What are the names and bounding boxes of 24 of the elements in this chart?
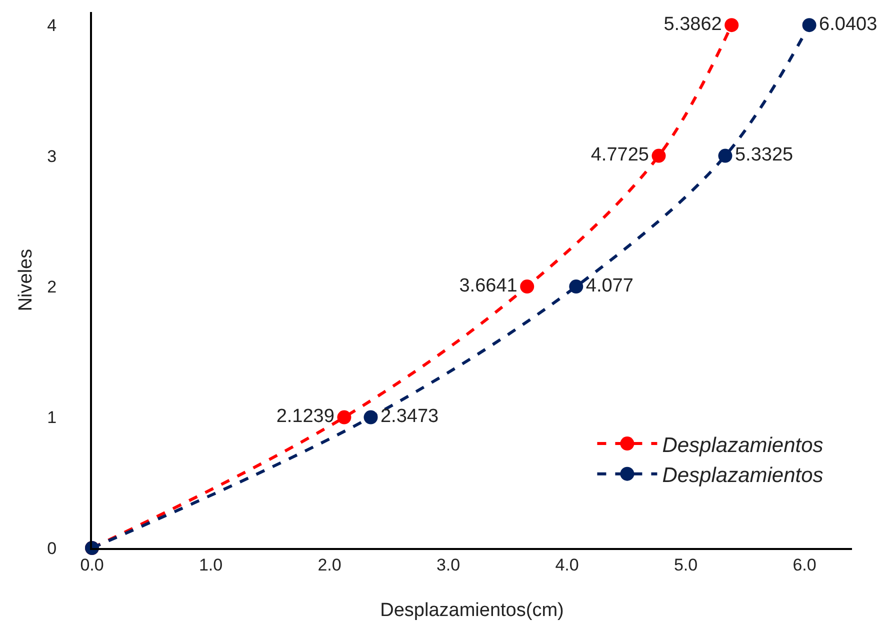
data-label: 3.6641 [459,275,518,296]
y-tick-label: 0 [47,538,57,558]
data-label: 5.3325 [734,144,794,166]
legend-label: Desplazamientos [662,434,824,457]
legend-label: Desplazamientos [662,464,824,488]
x-axis-title: Desplazamientos(cm) [380,600,564,621]
y-tick-label: 2 [47,277,57,296]
x-tick-label: 2.0 [318,555,342,574]
data-label: 2.1239 [276,406,334,428]
x-tick-label: 3.0 [436,555,460,574]
x-tick-label: 5.0 [674,555,698,574]
y-tick-label: 3 [47,146,57,166]
x-tick-label: 4.0 [555,555,579,574]
data-label: 4.077 [586,275,634,296]
y-tick-label: 4 [47,16,57,36]
x-tick-label: 6.0 [792,555,816,574]
data-label: 2.3473 [380,406,439,428]
data-label: 6.0403 [819,14,878,35]
x-tick-label: 1.0 [198,555,223,574]
y-tick-label: 1 [47,408,57,428]
data-label: 5.3862 [664,14,722,35]
data-label: 4.7725 [590,144,649,166]
x-tick-label: 0.0 [80,555,104,574]
y-axis-title: Niveles [15,248,36,312]
